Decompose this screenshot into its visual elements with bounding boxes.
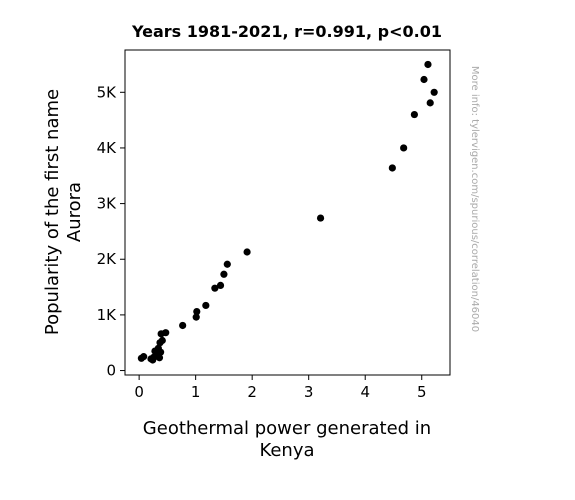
scatter-point <box>193 307 201 316</box>
y-tick-label: 1K <box>97 306 118 324</box>
y-tick-label: 3K <box>97 195 118 213</box>
scatter-point <box>420 75 428 84</box>
y-tick-label: 5K <box>97 83 118 101</box>
x-tick-label: 0 <box>134 383 144 401</box>
chart-title: Years 1981-2021, r=0.991, p<0.01 <box>131 22 442 41</box>
y-axis: 0 1K 2K 3K 4K 5K <box>97 83 125 380</box>
x-tick-label: 4 <box>360 383 370 401</box>
x-axis: 0 1 2 3 4 5 <box>134 375 427 401</box>
scatter-point <box>430 88 438 96</box>
scatter-point <box>158 336 166 345</box>
y-tick-label: 4K <box>97 139 118 157</box>
scatter-point <box>223 260 231 268</box>
x-tick-label: 3 <box>304 383 314 401</box>
x-axis-label-line-1: Geothermal power generated in <box>143 418 431 439</box>
data-points <box>137 60 438 364</box>
scatter-point <box>155 354 164 362</box>
scatter-point <box>179 321 187 330</box>
x-tick-label: 5 <box>417 383 427 401</box>
scatter-point <box>220 270 228 278</box>
scatter-point <box>400 144 408 152</box>
scatter-point <box>211 284 219 292</box>
x-tick-label: 1 <box>191 383 201 401</box>
scatter-point <box>243 248 251 256</box>
y-axis-label-line-2: Aurora <box>64 182 85 242</box>
x-axis-label-line-2: Kenya <box>259 440 314 461</box>
scatter-point <box>426 99 434 107</box>
x-tick-label: 2 <box>247 383 257 401</box>
y-axis-label-line-1: Popularity of the first name <box>42 89 63 335</box>
scatter-point <box>202 301 210 310</box>
scatter-point <box>140 353 148 361</box>
plot-frame <box>124 49 451 376</box>
scatter-point <box>192 313 200 321</box>
scatter-point <box>216 281 225 290</box>
scatter-point <box>316 214 325 222</box>
scatter-point <box>410 110 418 119</box>
scatter-point <box>424 60 432 69</box>
scatter-point <box>388 164 396 172</box>
watermark-text: More info: tylervigen.com/spurious/corre… <box>469 66 480 332</box>
y-tick-label: 2K <box>97 250 118 268</box>
scatter-point <box>162 329 170 337</box>
y-tick-label: 0 <box>106 362 116 380</box>
scatter-point <box>157 348 165 356</box>
